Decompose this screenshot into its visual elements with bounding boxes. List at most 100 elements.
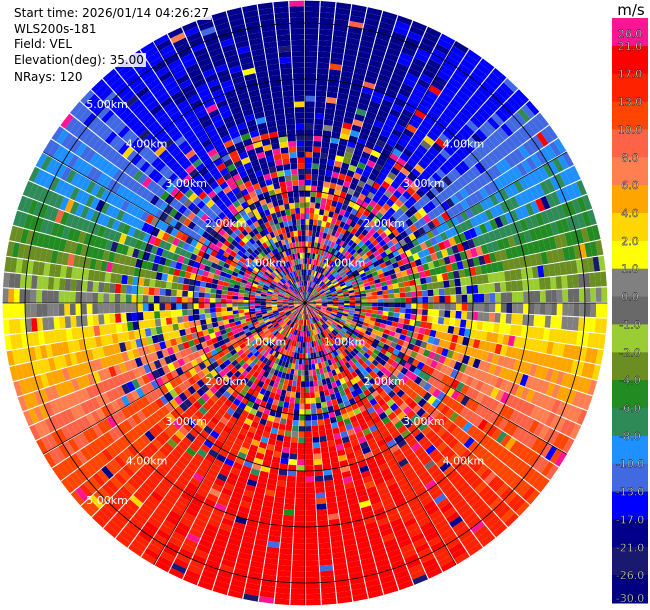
velocity-gate (417, 159, 429, 170)
velocity-gate (493, 228, 502, 240)
velocity-gate (313, 129, 323, 136)
velocity-gate (392, 262, 399, 269)
velocity-gate (551, 384, 561, 399)
velocity-gate (309, 296, 315, 300)
velocity-gate (338, 269, 345, 275)
velocity-gate (519, 374, 529, 387)
velocity-gate (405, 303, 412, 309)
velocity-gate (312, 431, 319, 438)
velocity-gate (291, 431, 299, 438)
velocity-gate (377, 247, 385, 254)
velocity-gate (565, 261, 573, 275)
velocity-gate (413, 201, 423, 211)
velocity-gate (277, 570, 291, 577)
velocity-gate (454, 68, 469, 81)
velocity-gate (204, 308, 211, 314)
velocity-gate (483, 253, 492, 264)
velocity-gate (354, 308, 361, 312)
velocity-gate (280, 389, 287, 397)
velocity-gate (305, 291, 307, 298)
velocity-gate (176, 283, 184, 291)
velocity-gate (535, 393, 546, 407)
velocity-gate (358, 45, 373, 54)
velocity-gate (359, 40, 374, 49)
velocity-gate (374, 264, 382, 271)
velocity-gate (297, 375, 302, 382)
velocity-gate (405, 297, 412, 303)
velocity-gate (494, 343, 503, 355)
velocity-gate (343, 116, 354, 125)
velocity-gate (387, 252, 395, 260)
velocity-gate (165, 310, 172, 318)
velocity-gate (249, 303, 255, 306)
velocity-gate (342, 122, 353, 130)
velocity-gate (308, 224, 313, 231)
velocity-gate (354, 275, 362, 280)
velocity-gate (320, 309, 326, 312)
velocity-gate (352, 190, 361, 198)
velocity-gate (333, 224, 339, 232)
velocity-gate (339, 133, 350, 141)
velocity-gate (331, 229, 337, 237)
velocity-gate (305, 95, 316, 102)
velocity-gate (408, 364, 417, 373)
velocity-gate (237, 303, 244, 307)
velocity-gate (317, 260, 321, 267)
velocity-gate (359, 287, 366, 292)
velocity-gate (305, 392, 310, 399)
velocity-gate (309, 287, 313, 293)
velocity-gate (318, 248, 323, 255)
velocity-gate (182, 290, 188, 297)
velocity-gate (389, 194, 399, 203)
velocity-gate (553, 138, 567, 154)
velocity-gate (454, 132, 467, 144)
velocity-gate (439, 149, 451, 160)
velocity-gate (368, 263, 375, 270)
velocity-gate (172, 323, 179, 331)
velocity-gate (510, 396, 520, 409)
velocity-gate (421, 155, 432, 166)
velocity-gate (439, 91, 453, 104)
velocity-gate (433, 75, 448, 87)
velocity-gate (422, 263, 430, 271)
velocity-gate (467, 238, 476, 249)
velocity-gate (477, 174, 488, 187)
velocity-gate (417, 104, 430, 115)
velocity-gate (293, 537, 305, 544)
velocity-gate (521, 159, 533, 174)
velocity-gate (327, 301, 333, 303)
velocity-gate (349, 129, 360, 138)
velocity-gate (535, 212, 545, 226)
velocity-gate (349, 89, 361, 98)
velocity-gate (315, 305, 322, 308)
velocity-gate (292, 549, 305, 555)
velocity-gate (290, 593, 305, 600)
velocity-gate (546, 250, 554, 264)
velocity-gate (518, 256, 527, 268)
velocity-gate (386, 198, 395, 207)
velocity-gate (361, 236, 369, 244)
velocity-gate (70, 315, 77, 328)
velocity-gate (334, 285, 341, 290)
velocity-gate (306, 292, 309, 298)
velocity-gate (394, 143, 406, 153)
velocity-gate (446, 124, 458, 136)
velocity-gate (396, 118, 408, 128)
velocity-gate (457, 176, 468, 188)
velocity-gate (312, 289, 317, 295)
velocity-gate (286, 481, 296, 488)
velocity-gate (548, 355, 557, 369)
velocity-gate (519, 191, 530, 205)
velocity-gate (512, 303, 518, 314)
velocity-gate (310, 191, 317, 198)
velocity-gate (463, 140, 476, 153)
velocity-gate (392, 337, 400, 344)
velocity-gate (508, 222, 518, 235)
velocity-gate (497, 174, 509, 188)
velocity-gate (575, 361, 585, 376)
velocity-gate (416, 303, 423, 309)
velocity-gate (343, 309, 350, 313)
velocity-gate (509, 324, 517, 336)
velocity-gate (308, 294, 313, 299)
velocity-gate (581, 332, 589, 347)
